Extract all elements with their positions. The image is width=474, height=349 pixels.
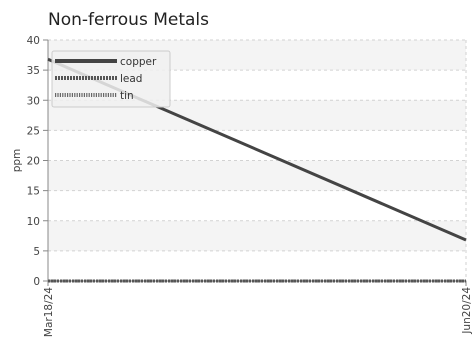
y-tick-label: 10 (27, 216, 40, 228)
y-tick-label: 35 (27, 65, 40, 77)
y-tick-label: 5 (33, 246, 40, 258)
y-axis-label: ppm (11, 149, 23, 173)
y-tick-label: 20 (27, 156, 40, 168)
plot-band (48, 220, 466, 251)
y-tick-label: 30 (27, 95, 40, 107)
legend-label-copper: copper (120, 56, 157, 68)
legend-label-tin: tin (120, 90, 134, 102)
chart-title: Non-ferrous Metals (48, 10, 209, 30)
legend-label-lead: lead (120, 73, 142, 85)
legend: copper lead tin (51, 50, 171, 108)
x-tick-label: Jun20/24 (461, 287, 473, 335)
plot-band (48, 160, 466, 191)
y-tick-label: 0 (33, 276, 40, 288)
y-tick-label: 25 (27, 125, 40, 137)
x-tick-label: Mar18/24 (43, 287, 55, 337)
y-tick-label: 15 (27, 186, 40, 198)
x-tick-labels: Mar18/24 Jun20/24 (43, 287, 473, 337)
y-tick-labels: 0 5 10 15 20 25 30 35 40 (27, 35, 40, 288)
y-tick-label: 40 (27, 35, 40, 47)
